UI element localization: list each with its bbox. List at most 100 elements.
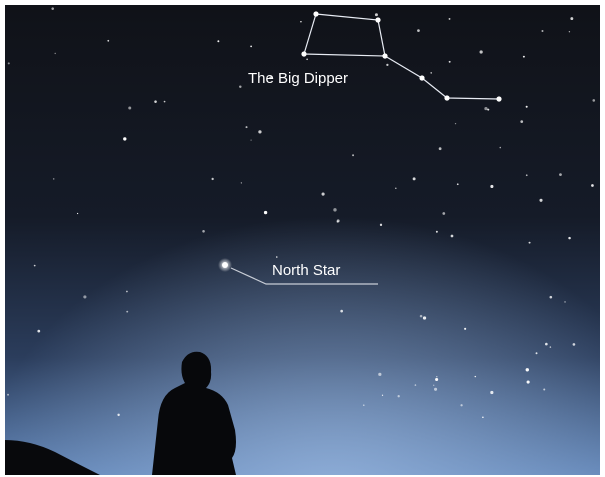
star [451,235,454,238]
big-dipper-label: The Big Dipper [248,70,348,87]
star [460,404,462,406]
star [444,95,449,100]
star [449,18,451,20]
star [455,123,456,124]
star [568,237,570,239]
star [398,395,400,397]
star [550,346,551,347]
star [382,53,387,58]
star [395,188,396,189]
north-star-label: North Star [272,262,340,279]
star [53,178,55,180]
star [420,315,423,318]
star [480,50,483,53]
star [375,13,378,16]
star [482,416,484,418]
star [37,330,40,333]
star [382,395,383,396]
star [126,291,128,293]
star [300,21,301,22]
star [550,296,553,299]
night-sky-illustration: The Big Dipper North Star [0,0,605,477]
star [241,182,242,183]
star [322,193,325,196]
star [258,130,261,133]
star [569,31,570,32]
star [527,380,530,383]
star [573,343,576,346]
star [117,414,119,416]
star [246,126,248,128]
star [413,177,416,180]
star [352,154,354,156]
star [539,199,542,202]
star [154,100,157,103]
star [363,404,365,406]
star [51,7,54,10]
star [442,212,445,215]
star [490,391,493,394]
star [499,147,501,149]
star [434,388,437,391]
star [386,64,388,66]
star [217,40,219,42]
star [276,256,278,258]
star [107,40,109,42]
star [128,107,131,110]
star [543,388,545,390]
star [475,376,476,377]
star [526,106,528,108]
star [250,46,252,48]
star [430,72,431,73]
star [496,96,501,101]
star [449,61,451,63]
star [202,230,205,233]
star [423,316,426,319]
star [415,384,417,386]
star [490,185,493,188]
star [545,343,548,346]
star [313,11,318,16]
star [419,75,424,80]
star [526,368,529,371]
star [436,376,437,377]
star [436,231,438,233]
star [523,56,525,58]
star [8,62,10,64]
star [529,242,531,244]
star [34,265,36,267]
star [591,184,594,187]
star [306,58,308,60]
star [464,328,466,330]
star [439,147,442,150]
star [564,301,566,303]
star [433,385,434,386]
star [123,137,126,140]
star [592,99,595,102]
star [164,101,166,103]
star [484,107,487,110]
star [337,219,340,222]
star [83,295,86,298]
star [340,310,343,313]
star [435,378,438,381]
star [77,213,78,214]
star [570,17,573,20]
star [559,173,562,176]
star [264,211,267,214]
star [55,53,56,54]
star [520,120,523,123]
star [301,51,306,56]
star [417,29,420,32]
star [380,224,382,226]
star [526,174,528,176]
star [211,178,213,180]
star [536,352,538,354]
north-star [222,262,228,268]
star [378,373,381,376]
page: The Big Dipper North Star (() => { const… [0,0,605,477]
star [126,311,128,313]
star [333,208,336,211]
star [239,86,241,88]
star [250,139,251,140]
